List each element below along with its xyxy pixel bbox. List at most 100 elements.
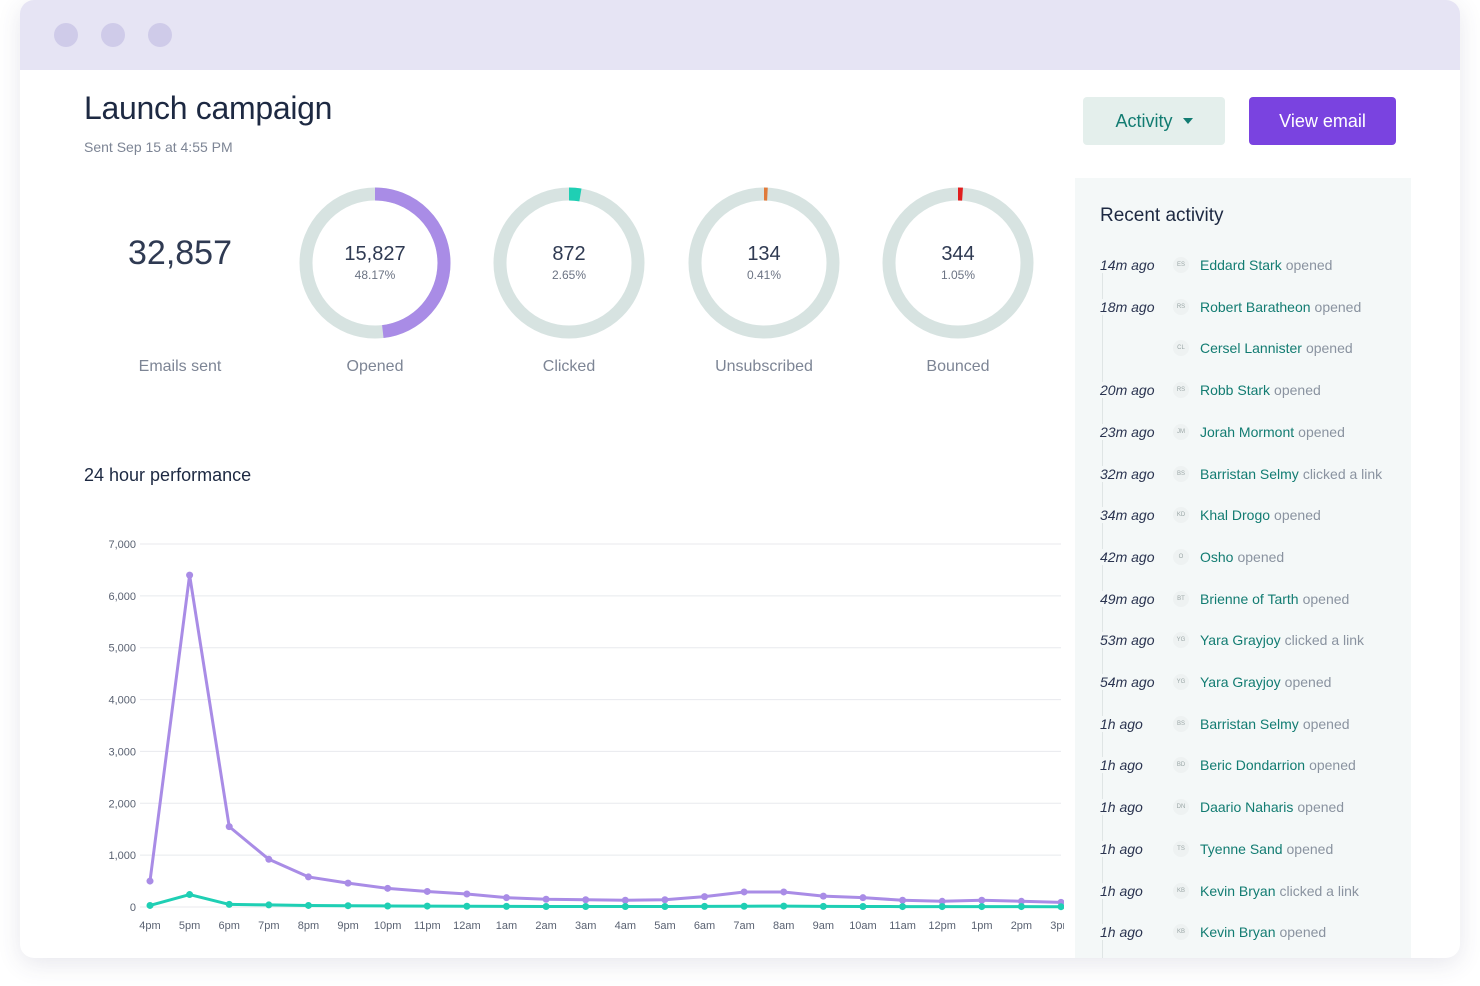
activity-time: 1h ago xyxy=(1100,924,1146,941)
x-tick-label: 1am xyxy=(496,920,517,932)
activity-item: 53m ago YG Yara Grayjoy clicked a link xyxy=(1075,629,1411,651)
activity-time: 42m ago xyxy=(1100,548,1158,565)
x-tick-label: 5pm xyxy=(179,920,200,932)
activity-dropdown-button[interactable]: Activity xyxy=(1083,97,1225,145)
x-tick-label: 12am xyxy=(453,920,481,932)
activity-contact-link[interactable]: Daario Naharis opened xyxy=(1200,799,1345,816)
series-0-point xyxy=(265,855,273,863)
series-1-point xyxy=(899,903,907,911)
series-1-point xyxy=(740,902,748,910)
activity-contact-link[interactable]: Robert Baratheon opened xyxy=(1200,298,1362,315)
series-1-point xyxy=(265,901,273,909)
series-0-point xyxy=(621,896,629,904)
activity-item: 1h ago TS Tyenne Sand opened xyxy=(1075,838,1411,860)
activity-action: opened xyxy=(1284,674,1332,690)
window-close-dot[interactable] xyxy=(54,23,78,47)
activity-contact-link[interactable]: Beric Dondarrion opened xyxy=(1200,757,1356,774)
emails-sent-label: Emails sent xyxy=(138,358,222,375)
activity-action: opened xyxy=(1274,507,1321,524)
clicked-value: 872 xyxy=(552,243,586,265)
avatar: YG xyxy=(1173,674,1189,690)
emails-sent-value: 32,857 xyxy=(128,234,232,272)
view-email-button[interactable]: View email xyxy=(1249,97,1396,145)
activity-time: 49m ago xyxy=(1100,590,1158,607)
series-0-point xyxy=(384,884,392,892)
unsubscribed-ring xyxy=(688,187,840,339)
series-1-point xyxy=(186,891,194,899)
activity-item: 42m ago O Osho opened xyxy=(1075,546,1411,568)
activity-contact-link[interactable]: Robb Stark opened xyxy=(1200,382,1321,399)
x-tick-label: 10pm xyxy=(374,920,402,932)
activity-contact-link[interactable]: Brienne of Tarth opened xyxy=(1200,590,1350,607)
x-tick-label: 11pm xyxy=(414,920,441,932)
x-tick-label: 11am xyxy=(889,920,916,932)
series-0-point xyxy=(661,896,669,904)
series-1-point xyxy=(780,902,788,910)
series-0-point xyxy=(899,896,907,904)
series-0-point xyxy=(582,896,590,904)
x-tick-label: 2am xyxy=(535,920,556,932)
unsubscribed-label: Unsubscribed xyxy=(715,358,813,375)
activity-contact-link[interactable]: Yara Grayjoy opened xyxy=(1200,674,1332,690)
series-1-point xyxy=(384,902,392,910)
activity-time: 53m ago xyxy=(1100,632,1158,649)
activity-contact-link[interactable]: Osho opened xyxy=(1200,548,1285,565)
x-tick-label: 1pm xyxy=(971,920,992,932)
avatar: JM xyxy=(1173,423,1189,440)
activity-contact-link[interactable]: Barristan Selmy opened xyxy=(1200,715,1350,732)
series-1-point xyxy=(621,902,629,910)
activity-button-label: Activity xyxy=(1115,110,1173,131)
avatar: O xyxy=(1173,548,1189,565)
avatar: RS xyxy=(1173,298,1189,315)
x-tick-label: 2pm xyxy=(1011,920,1032,932)
series-1-point xyxy=(344,902,352,910)
sent-timestamp: Sent Sep 15 at 4:55 PM xyxy=(84,139,233,155)
recent-activity-panel: Recent activity 14m ago ES Eddard Stark ope… xyxy=(1075,178,1411,958)
activity-contact-link[interactable]: Barristan Selmy clicked a link xyxy=(1200,465,1383,482)
clicked-percent: 2.65% xyxy=(551,268,587,282)
activity-item: 14m ago ES Eddard Stark opened xyxy=(1075,254,1411,276)
avatar: KD xyxy=(1173,507,1189,524)
bounced-value: 344 xyxy=(941,243,975,265)
activity-item: 1h ago BD Beric Dondarrion opened xyxy=(1075,754,1411,776)
avatar: CL xyxy=(1173,340,1189,357)
clicked-label: Clicked xyxy=(542,358,596,375)
x-tick-label: 9am xyxy=(813,920,834,932)
activity-contact-link[interactable]: Tyenne Sand opened xyxy=(1200,840,1334,857)
series-1-point xyxy=(304,901,312,909)
activity-item: 1h ago BS Barristan Selmy opened xyxy=(1075,713,1411,735)
activity-contact-link[interactable]: Yara Grayjoy clicked a link xyxy=(1200,632,1365,649)
window-titlebar xyxy=(20,0,1460,70)
activity-item: 23m ago JM Jorah Mormont opened xyxy=(1075,421,1411,443)
activity-action: opened xyxy=(1302,590,1350,607)
activity-action: opened xyxy=(1279,924,1327,941)
series-0-point xyxy=(225,823,233,831)
opened-percent: 48.17% xyxy=(354,268,396,282)
activity-action: opened xyxy=(1237,548,1285,565)
window-minimize-dot[interactable] xyxy=(101,23,125,47)
activity-item: CL Cersel Lannister opened xyxy=(1075,337,1411,359)
y-tick-label: 2,000 xyxy=(108,798,136,810)
series-0-point xyxy=(542,895,550,903)
window-maximize-dot[interactable] xyxy=(148,23,172,47)
series-1-point xyxy=(938,903,946,911)
series-1-point xyxy=(701,902,709,910)
y-tick-label: 3,000 xyxy=(108,746,136,758)
activity-time: 14m ago xyxy=(1100,257,1158,273)
performance-line-chart: 0 1,000 2,000 3,000 4,000 5,000 6,000 7,000 4pm 5… xyxy=(108,539,1064,932)
series-0-point xyxy=(344,879,352,887)
avatar: BT xyxy=(1173,590,1189,607)
page-title: Launch campaign xyxy=(84,90,333,126)
series-0-point xyxy=(780,888,788,896)
series-0-point xyxy=(304,873,312,881)
activity-contact-link[interactable]: Kevin Bryan clicked a link xyxy=(1200,882,1359,899)
activity-time: 32m ago xyxy=(1100,465,1158,482)
x-tick-label: 4pm xyxy=(139,920,160,932)
activity-contact-link[interactable]: Cersel Lannister opened xyxy=(1200,340,1353,357)
activity-contact-link[interactable]: Kevin Bryan opened xyxy=(1200,924,1327,941)
avatar: BS xyxy=(1173,715,1189,732)
activity-contact-link[interactable]: Jorah Mormont opened xyxy=(1200,423,1345,440)
activity-contact-link[interactable]: Khal Drogo opened xyxy=(1200,507,1321,524)
activity-contact-link[interactable]: Eddard Stark opened xyxy=(1200,257,1333,273)
opened-ring xyxy=(299,187,451,339)
